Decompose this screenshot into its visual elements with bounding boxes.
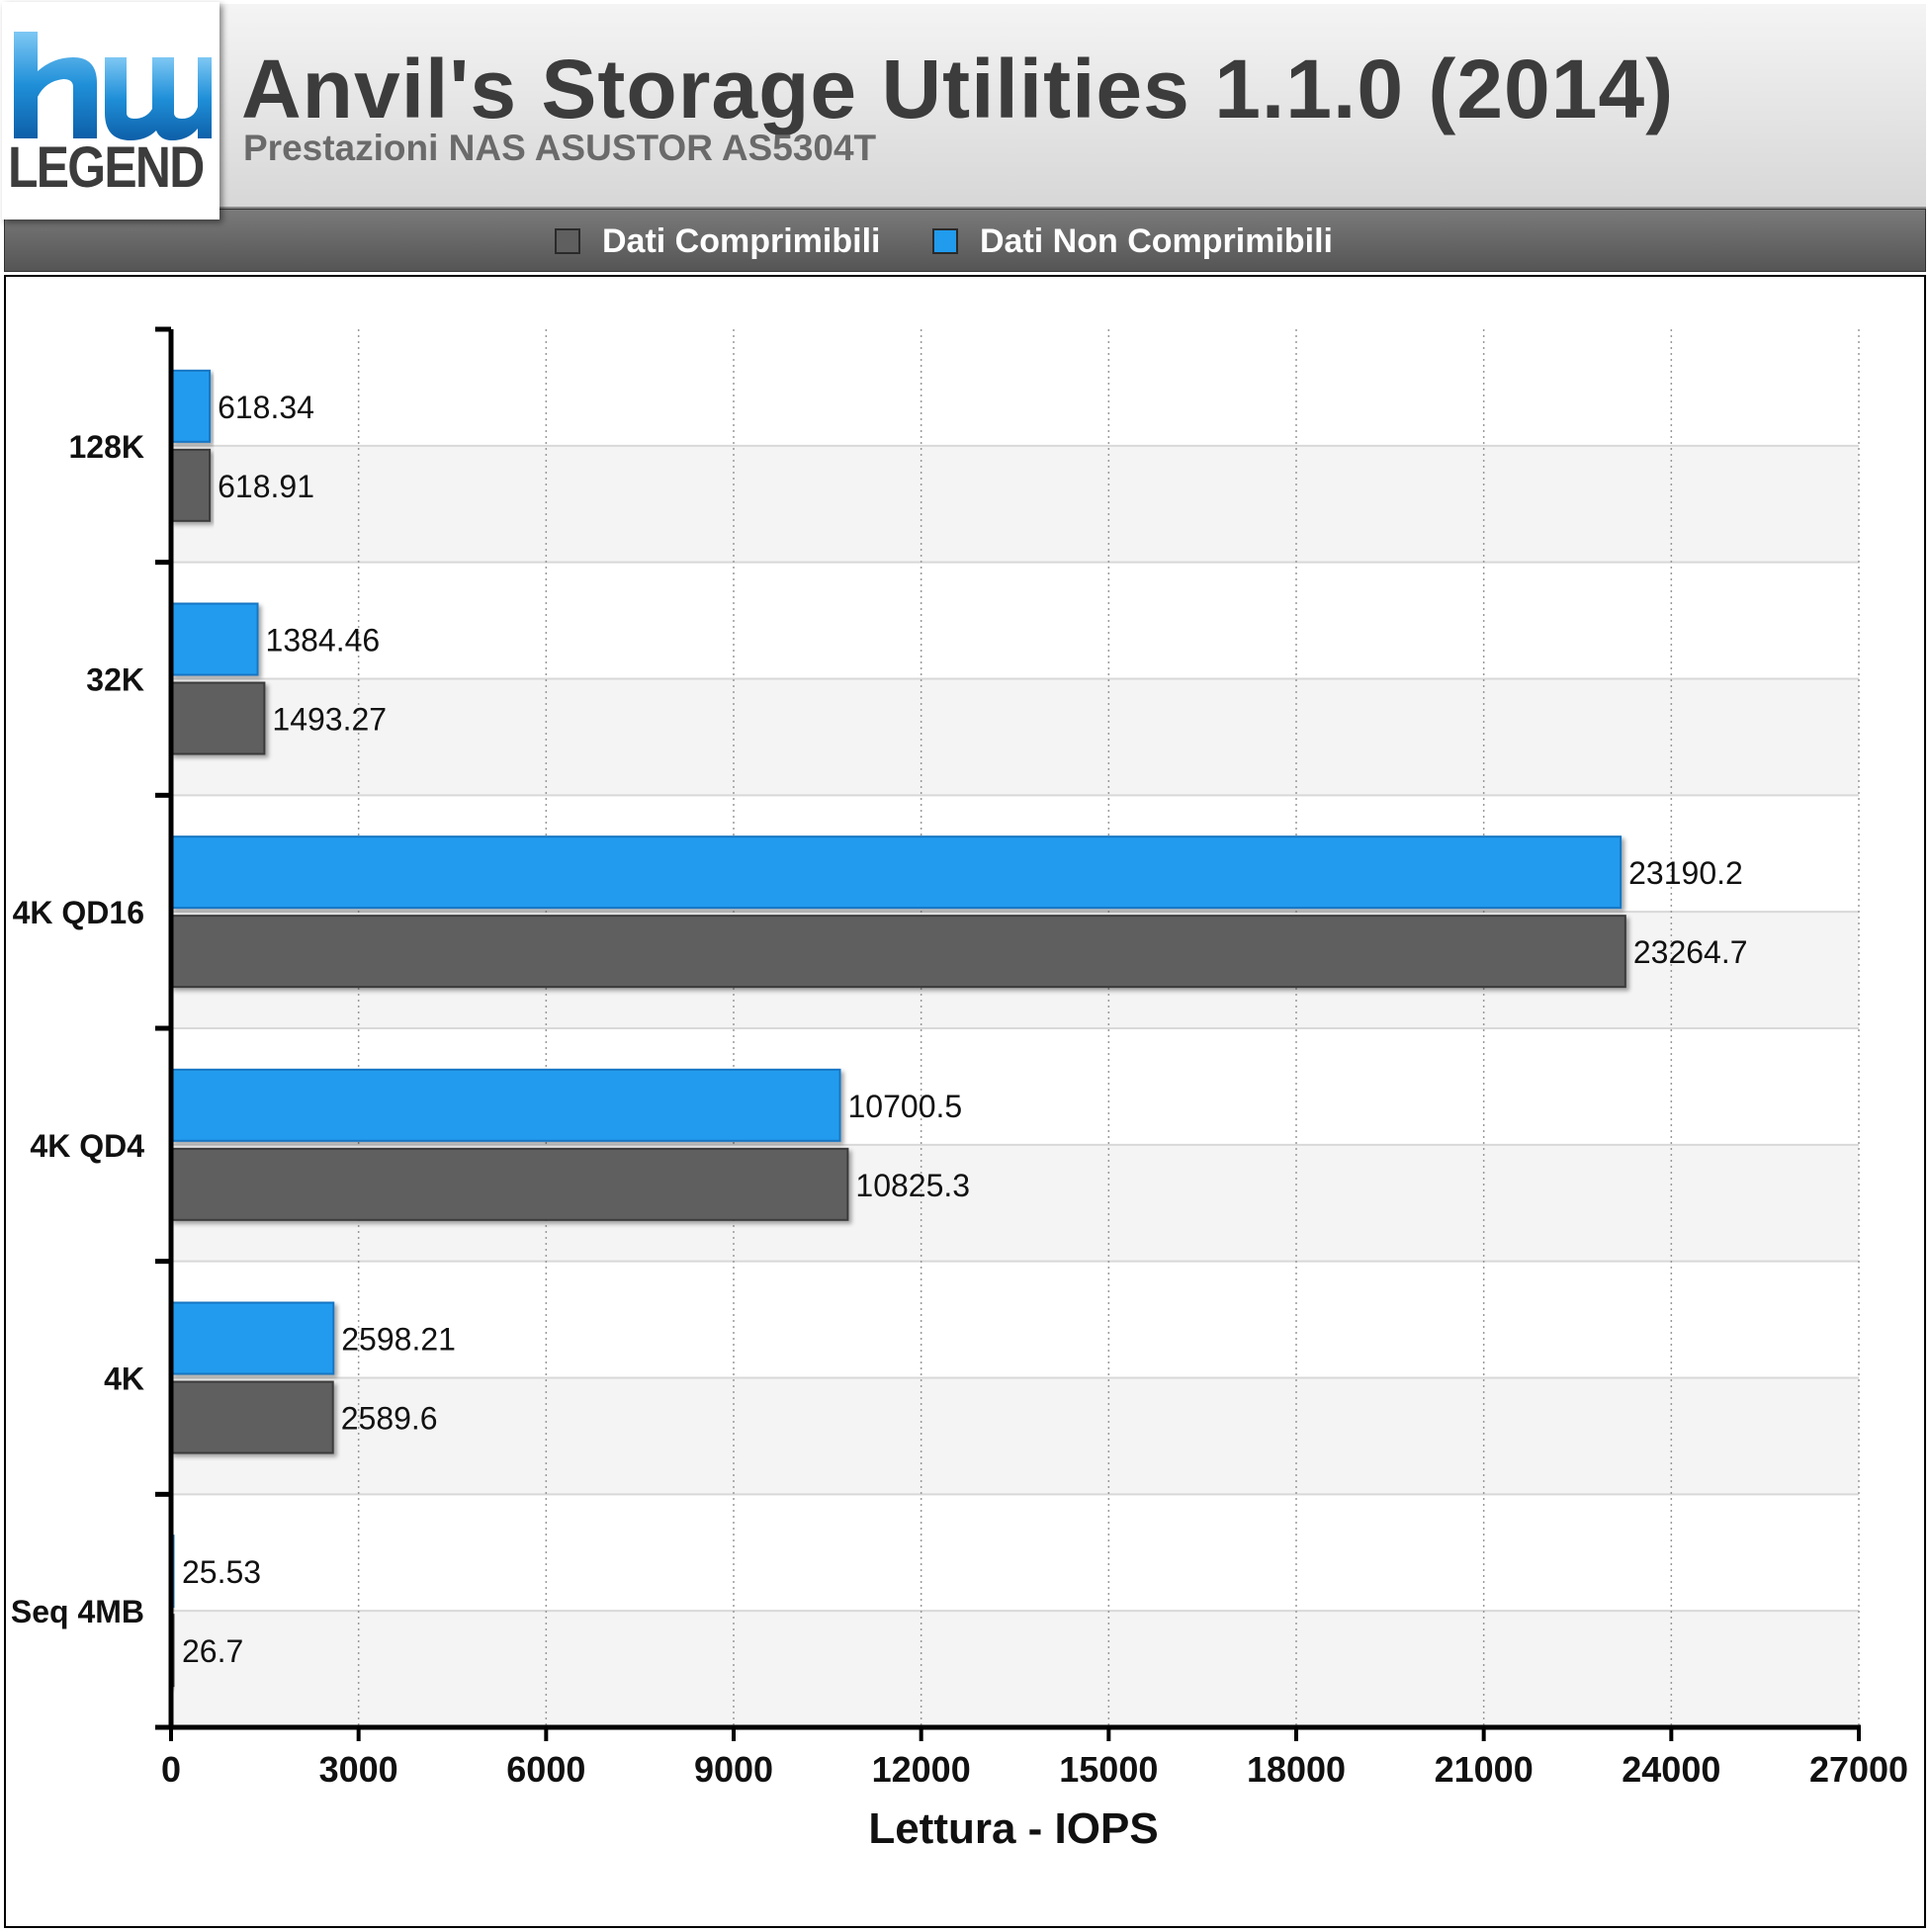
bar: [170, 1068, 841, 1142]
data-label: 618.91: [218, 469, 314, 504]
data-label: 1493.27: [272, 702, 387, 738]
x-tick-label: 12000: [872, 1749, 971, 1790]
legend-label-non-compressible: Dati Non Comprimibili: [980, 221, 1333, 260]
chart-title: Anvil's Storage Utilities 1.1.0 (2014): [241, 43, 1675, 135]
y-tick-label: 4K QD16: [13, 895, 144, 930]
x-tick-label: 0: [161, 1749, 181, 1790]
x-tick-label: 3000: [319, 1749, 398, 1790]
x-tick-label: 18000: [1247, 1749, 1346, 1790]
logo-mark-icon: [14, 32, 212, 140]
y-tick-label: 128K: [69, 429, 145, 465]
x-tick-label: 27000: [1809, 1749, 1908, 1790]
y-tick-label: 32K: [86, 662, 144, 698]
x-tick-label: 15000: [1059, 1749, 1158, 1790]
data-label: 23264.7: [1633, 934, 1748, 970]
x-axis-title: Lettura - IOPS: [868, 1804, 1158, 1853]
legend-swatch-non-compressible: [932, 228, 958, 254]
data-label: 2589.6: [341, 1401, 438, 1437]
legend-item-compressible[interactable]: Dati Comprimibili: [555, 221, 881, 260]
legend: Dati Comprimibili Dati Non Comprimibili: [4, 209, 1926, 272]
bar: [170, 1301, 335, 1375]
y-tick-label: 4K: [104, 1361, 144, 1397]
plot-band: [171, 678, 1859, 796]
x-tick-label: 21000: [1435, 1749, 1534, 1790]
legend-item-non-compressible[interactable]: Dati Non Comprimibili: [932, 221, 1333, 260]
y-tick-label: Seq 4MB: [11, 1594, 144, 1629]
logo-text: LEGEND: [8, 135, 205, 200]
x-tick-label: 6000: [506, 1749, 585, 1790]
bar: [170, 915, 1626, 989]
data-label: 10700.5: [848, 1089, 963, 1124]
y-tick-label: 4K QD4: [30, 1128, 144, 1164]
data-label: 2598.21: [341, 1322, 456, 1358]
bar: [170, 369, 212, 443]
plot-band: [171, 1611, 1859, 1727]
data-label: 26.7: [182, 1633, 243, 1669]
chart-subtitle: Prestazioni NAS ASUSTOR AS5304T: [243, 128, 877, 168]
data-label: 618.34: [218, 390, 314, 425]
bar: [170, 448, 212, 522]
plot-band: [171, 1377, 1859, 1495]
data-label: 10825.3: [855, 1168, 970, 1203]
x-tick-label: 9000: [694, 1749, 773, 1790]
data-label: 25.53: [182, 1554, 261, 1590]
legend-swatch-compressible: [555, 228, 580, 254]
bar: [170, 1147, 849, 1221]
legend-label-compressible: Dati Comprimibili: [602, 221, 881, 260]
data-label: 1384.46: [266, 623, 381, 659]
hwlegend-logo: LEGEND: [2, 2, 219, 220]
bar: [170, 681, 266, 755]
data-label: 23190.2: [1628, 855, 1743, 891]
bar: [170, 602, 259, 676]
x-tick-label: 24000: [1622, 1749, 1720, 1790]
bar: [170, 1380, 334, 1454]
bar: [170, 835, 1623, 910]
plot-band: [171, 445, 1859, 563]
chart-header: Anvil's Storage Utilities 1.1.0 (2014) P…: [4, 4, 1926, 209]
